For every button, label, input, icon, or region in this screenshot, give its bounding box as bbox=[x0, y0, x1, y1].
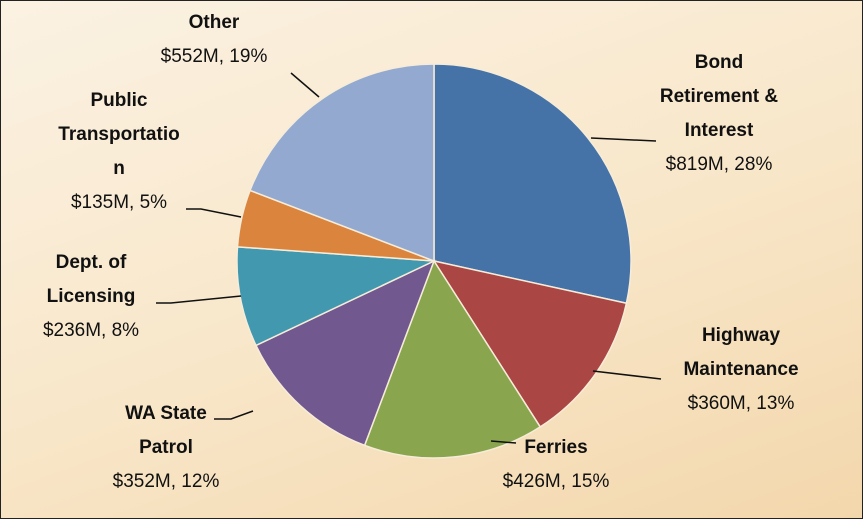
slice-label: Other $552M, 19% bbox=[154, 6, 274, 74]
value-label: $819M, 28% bbox=[665, 154, 773, 175]
leader-line bbox=[590, 137, 657, 142]
pie-slice bbox=[255, 259, 436, 447]
pie-slice bbox=[249, 63, 435, 263]
slice-label: WA State Patrol $352M, 12% bbox=[111, 397, 221, 499]
value-label: $236M, 8% bbox=[42, 320, 140, 341]
leader-line bbox=[156, 295, 242, 304]
category-label: Dept. of Licensing bbox=[46, 252, 136, 307]
category-label: Bond Retirement & Interest bbox=[659, 52, 779, 141]
pie-slice bbox=[363, 259, 542, 459]
slice-label: Dept. of Licensing $236M, 8% bbox=[31, 246, 151, 348]
value-label: $426M, 15% bbox=[502, 471, 610, 492]
category-label: Highway Maintenance bbox=[683, 325, 799, 380]
category-label: Public Transportation bbox=[58, 90, 180, 179]
value-label: $360M, 13% bbox=[687, 393, 795, 414]
slice-label: Highway Maintenance $360M, 13% bbox=[661, 319, 821, 421]
pie-slice bbox=[236, 246, 437, 347]
leader-line bbox=[490, 440, 517, 444]
value-label: $135M, 5% bbox=[70, 192, 168, 213]
slice-label: Bond Retirement & Interest $819M, 28% bbox=[654, 46, 784, 182]
slice-label: Public Transportation $135M, 5% bbox=[58, 84, 180, 220]
value-label: $552M, 19% bbox=[160, 46, 268, 67]
category-label: WA State Patrol bbox=[125, 403, 207, 458]
value-label: $352M, 12% bbox=[112, 471, 220, 492]
category-label: Ferries bbox=[524, 437, 588, 458]
pie-slice bbox=[433, 63, 632, 305]
leader-line bbox=[290, 72, 320, 98]
leader-line bbox=[592, 370, 662, 380]
pie-slice bbox=[432, 259, 628, 428]
leader-line bbox=[186, 208, 242, 218]
leader-line bbox=[214, 410, 254, 420]
category-label: Other bbox=[188, 12, 240, 33]
slice-label: Ferries $426M, 15% bbox=[496, 431, 616, 499]
